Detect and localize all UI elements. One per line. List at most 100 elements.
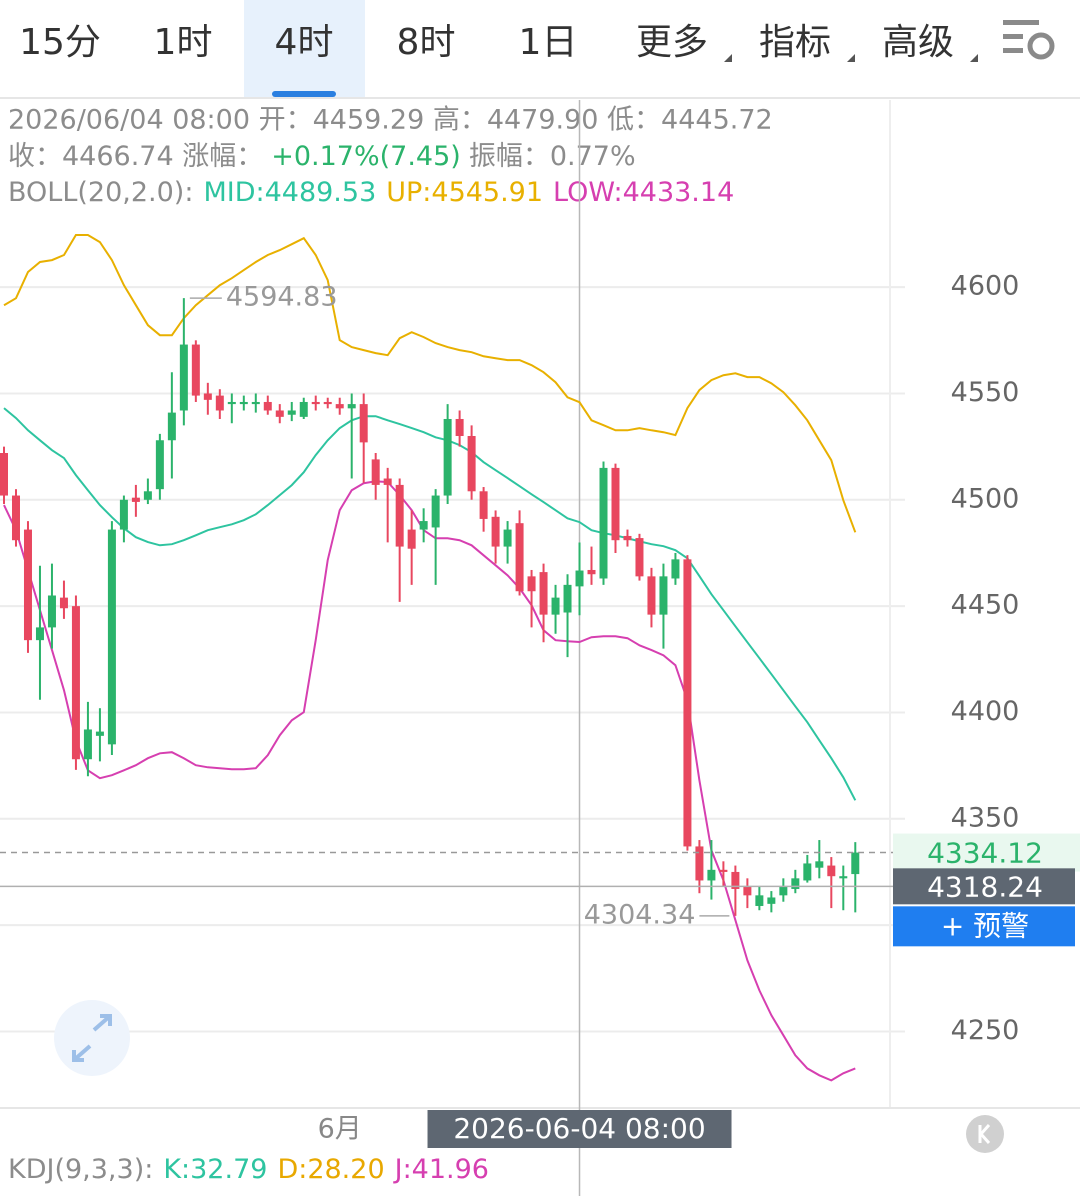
tab[interactable]: 8时 — [397, 22, 456, 63]
active-tab-bg — [244, 0, 365, 97]
indicator-label: BOLL(20,2.0): — [8, 177, 193, 208]
candle-body — [515, 523, 524, 592]
dropdown-caret — [724, 54, 732, 62]
candle-body — [659, 576, 668, 615]
candle-body — [143, 491, 152, 500]
candle-body — [839, 876, 848, 879]
tab[interactable]: 指标 — [759, 22, 831, 63]
candle-body — [323, 401, 332, 405]
icon-gear — [1027, 32, 1055, 60]
candle-body — [11, 495, 20, 541]
candle-body — [647, 576, 656, 615]
candle-body — [371, 459, 380, 485]
boll-line — [3, 234, 857, 533]
candle-body — [455, 418, 464, 436]
candle-body — [347, 404, 356, 409]
settings-icon[interactable] — [1003, 20, 1055, 60]
candle-body — [155, 440, 164, 490]
candle-body — [479, 491, 488, 519]
alert-button-bg[interactable] — [893, 906, 1075, 947]
boll-line — [3, 407, 857, 801]
y-tick-label: 4400 — [951, 696, 1020, 727]
candle-body — [83, 729, 92, 760]
dropdown-caret — [847, 54, 855, 62]
candle-body — [0, 453, 8, 496]
legend-name: LOW: — [553, 177, 623, 208]
min-label: 4304.34 — [584, 899, 696, 930]
candle-body — [203, 393, 212, 400]
plot — [0, 100, 860, 1196]
y-tick-label: 4600 — [951, 271, 1020, 302]
legend-value: 4545.91 — [431, 177, 543, 208]
candle-body — [71, 606, 80, 760]
boll-legend: BOLL(20,2.0): MID:4489.53 UP:4545.91 LOW:44… — [8, 177, 734, 208]
candle-body — [227, 401, 236, 405]
candle-body — [755, 895, 764, 906]
candle-body — [335, 404, 344, 409]
tab[interactable]: 1时 — [154, 22, 213, 63]
candle-body — [635, 538, 644, 577]
candle-body — [275, 410, 284, 417]
candle-body — [287, 410, 296, 415]
icon-bar — [1003, 20, 1039, 25]
candle-body — [383, 478, 392, 485]
kdj-label: KDJ(9,3,3): — [8, 1154, 153, 1185]
candle-body — [695, 846, 704, 881]
candle-body — [683, 559, 692, 847]
candle-body — [551, 597, 560, 615]
candle-body — [803, 863, 812, 881]
current-price-tag — [893, 833, 1080, 872]
back-bg — [966, 1115, 1004, 1153]
y-tick-label: 4250 — [951, 1015, 1020, 1046]
info-panel: 2026/06/04 08:00 开：4459.29 高：4479.90 低：4… — [8, 105, 773, 208]
y-tick-label: 4350 — [951, 802, 1020, 833]
y-tick-label: 4450 — [951, 590, 1020, 621]
tab[interactable]: 15分 — [19, 22, 101, 63]
candle-body — [575, 570, 584, 587]
candle-body — [743, 886, 752, 896]
candle-body — [467, 436, 476, 492]
candle-body — [731, 871, 740, 889]
tab[interactable]: 4时 — [275, 22, 334, 63]
alert-button[interactable]: + 预警 — [941, 909, 1029, 942]
candle-body — [35, 627, 44, 641]
candle-body — [59, 597, 68, 609]
icon-bar — [1003, 48, 1023, 53]
candle-body — [443, 418, 452, 496]
candle-body — [851, 852, 860, 875]
candle-body — [491, 516, 500, 547]
info-part: +0.17%(7.45) — [271, 141, 461, 172]
candle-body — [611, 467, 620, 541]
y-tick-label: 4550 — [951, 377, 1020, 408]
crosshair-date-tag — [427, 1110, 732, 1148]
kdj-legend: KDJ(9,3,3): K:32.79 D:28.20 J:41.96 — [8, 1154, 489, 1185]
candle-body — [707, 869, 716, 881]
candle-body — [827, 865, 836, 877]
candle-body — [563, 584, 572, 613]
candle-body — [47, 595, 56, 628]
icon-bar — [1003, 34, 1023, 39]
candle-body — [791, 878, 800, 889]
tab[interactable]: 更多 — [636, 22, 708, 63]
candle-body — [599, 467, 608, 579]
boll-line — [3, 480, 856, 1082]
candle-body — [431, 495, 440, 528]
back-button[interactable] — [966, 1115, 1004, 1153]
tab[interactable]: 1日 — [519, 22, 578, 63]
current-price-label: 4334.12 — [927, 837, 1043, 870]
candle-body — [119, 499, 128, 530]
legend-name: MID: — [203, 177, 264, 208]
candle-body — [95, 731, 104, 736]
candle-body — [623, 535, 632, 541]
candle-body — [251, 401, 260, 405]
candle-body — [779, 886, 788, 896]
candle-body — [359, 404, 368, 443]
timeframe-tabs: 15分 1时 4时 8时 1日 更多 指标 高级 — [19, 0, 978, 97]
tab[interactable]: 高级 — [882, 22, 954, 63]
expand-icon — [72, 1014, 112, 1062]
expand-bg — [54, 1000, 130, 1076]
expand-button[interactable] — [54, 1000, 130, 1076]
info-line: 2026/06/04 08:00 开：4459.29 高：4479.90 低：4… — [8, 105, 773, 136]
candle-body — [215, 395, 224, 411]
